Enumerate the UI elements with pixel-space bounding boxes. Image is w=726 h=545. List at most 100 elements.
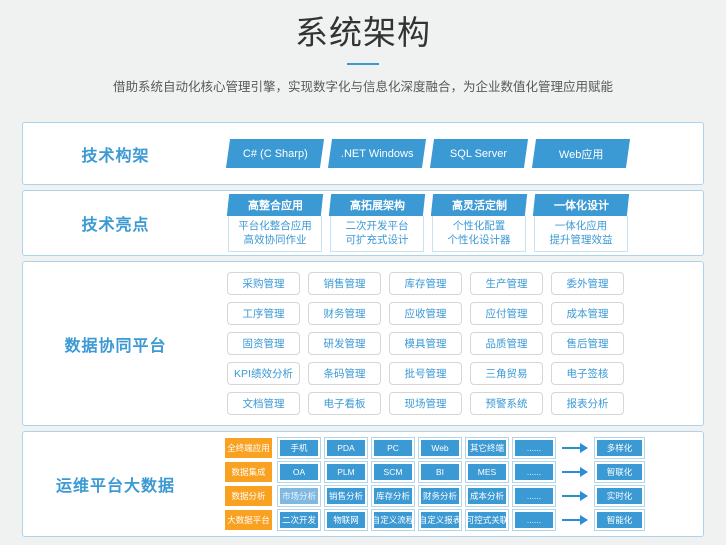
ops-item-button[interactable]: PDA [325, 438, 367, 458]
ops-item-button[interactable]: ...... [513, 486, 555, 506]
ops-item-button[interactable]: OA [278, 462, 320, 482]
highlight-body: 一体化应用 提升管理效益 [534, 216, 628, 252]
ops-row: 数据分析 市场分析 销售分析 库存分析 财务分析 成本分析...... 实时化 [225, 486, 703, 506]
title-underline [347, 63, 379, 65]
ops-item-button[interactable]: PLM [325, 462, 367, 482]
module-button[interactable]: 应付管理 [470, 302, 543, 325]
module-button[interactable]: 模具管理 [389, 332, 462, 355]
ops-item-button[interactable]: 可控式关联 [466, 510, 508, 530]
module-button[interactable]: 售后管理 [551, 332, 624, 355]
ops-item-button[interactable]: ...... [513, 438, 555, 458]
highlight-header-label: 高整合应用 [247, 200, 303, 212]
ops-row: 全终端应用 手机 PDA PC Web 其它终端...... 多样化 [225, 438, 703, 458]
ops-item-button[interactable]: 自定义报表 [419, 510, 461, 530]
highlight-header[interactable]: 高整合应用 [226, 194, 324, 216]
tech-framework-button-label: Web应用 [558, 148, 604, 161]
highlight-header-label: 一体化设计 [553, 200, 609, 212]
highlight-line: 平台化整合应用 [238, 220, 312, 232]
module-button[interactable]: 委外管理 [551, 272, 624, 295]
tech-framework-button-label: .NET Windows [340, 147, 414, 160]
ops-item-button[interactable]: BI [419, 462, 461, 482]
tech-framework-button[interactable]: C# (C Sharp) [225, 139, 325, 168]
highlight-header[interactable]: 一体化设计 [532, 194, 630, 216]
ops-item-button[interactable]: 物联网 [325, 510, 367, 530]
ops-item-button[interactable]: PC [372, 438, 414, 458]
data-platform-content: 采购管理 销售管理 库存管理 生产管理 委外管理工序管理 财务管理 应收管理 应付管理 成本管理… [208, 262, 703, 425]
highlight-header[interactable]: 高拓展架构 [328, 194, 426, 216]
ops-row: 数据集成 OA PLM SCM BI MES...... 智联化 [225, 462, 703, 482]
arrow-right-icon [562, 491, 588, 501]
module-button[interactable]: 电子看板 [308, 392, 381, 415]
ops-item-button[interactable]: MES [466, 462, 508, 482]
module-button[interactable]: 三角贸易 [470, 362, 543, 385]
page-subtitle: 借助系统自动化核心管理引擎，实现数字化与信息化深度融合，为企业数值化管理应用赋能 [112, 80, 613, 94]
ops-row: 大数据平台 二次开发 物联网 自定义流程 自定义报表 可控式关联...... 智能化 [225, 510, 703, 530]
ops-item-button[interactable]: 二次开发 [278, 510, 320, 530]
module-button[interactable]: 电子签核 [551, 362, 624, 385]
ops-item-button[interactable]: 财务分析 [419, 486, 461, 506]
module-button[interactable]: 成本管理 [551, 302, 624, 325]
module-button[interactable]: 工序管理 [227, 302, 300, 325]
ops-category-label: 大数据平台 [225, 510, 272, 530]
module-button[interactable]: 批号管理 [389, 362, 462, 385]
module-button[interactable]: 固资管理 [227, 332, 300, 355]
module-button[interactable]: 品质管理 [470, 332, 543, 355]
module-button[interactable]: 财务管理 [308, 302, 381, 325]
highlight-line: 个性化设计器 [447, 234, 511, 246]
highlight-line: 一体化应用 [554, 220, 608, 232]
arrow-right-icon [562, 443, 588, 453]
ops-result-button: 实时化 [595, 486, 644, 506]
ops-item-button[interactable]: ...... [513, 510, 555, 530]
module-button[interactable]: 预警系统 [470, 392, 543, 415]
tech-framework-button[interactable]: SQL Server [429, 139, 529, 168]
arrow-right-icon [562, 467, 588, 477]
ops-item-button[interactable]: ...... [513, 462, 555, 482]
section-label-tech-framework: 技术构架 [81, 147, 150, 165]
page-title: 系统架构 [295, 14, 431, 51]
ops-result-button: 多样化 [595, 438, 644, 458]
ops-item-button[interactable]: SCM [372, 462, 414, 482]
ops-category-label: 数据集成 [225, 462, 272, 482]
highlight-header[interactable]: 高灵活定制 [430, 194, 528, 216]
highlight-column: 高整合应用平台化整合应用 高效协同作业 [226, 194, 324, 252]
data-platform-grid: 采购管理 销售管理 库存管理 生产管理 委外管理工序管理 财务管理 应收管理 应付管理 成本管理… [227, 272, 703, 415]
highlight-header-label: 高灵活定制 [451, 200, 507, 212]
tech-framework-button[interactable]: .NET Windows [327, 139, 427, 168]
highlight-line: 高效协同作业 [243, 234, 307, 246]
section-ops-bigdata: 运维平台大数据 全终端应用 手机 PDA PC Web 其它终端...... 多样化数据集成… [22, 431, 704, 537]
ops-item-button[interactable]: Web [419, 438, 461, 458]
ops-result-button: 智联化 [595, 462, 644, 482]
ops-item-button[interactable]: 库存分析 [372, 486, 414, 506]
highlight-body: 二次开发平台 可扩充式设计 [330, 216, 424, 252]
module-button[interactable]: 采购管理 [227, 272, 300, 295]
module-button[interactable]: 生产管理 [470, 272, 543, 295]
ops-result-button: 智能化 [595, 510, 644, 530]
ops-item-button[interactable]: 销售分析 [325, 486, 367, 506]
ops-item-button[interactable]: 其它终端 [466, 438, 508, 458]
module-button[interactable]: 条码管理 [308, 362, 381, 385]
highlight-line: 个性化配置 [452, 220, 506, 232]
section-tech-highlights: 技术亮点 高整合应用 平台化整合应用 高效协同作业 高拓展架构 二次开发平台 可扩充式设计… [22, 190, 704, 256]
ops-item-button[interactable]: 自定义流程 [372, 510, 414, 530]
tech-framework-buttons: C# (C Sharp) .NET Windows SQL Server Web应用 [208, 123, 703, 184]
tech-framework-button[interactable]: Web应用 [531, 139, 631, 168]
ops-item-button[interactable]: 成本分析 [466, 486, 508, 506]
ops-category-label: 全终端应用 [225, 438, 272, 458]
highlight-column: 高灵活定制个性化配置个性化设计器 [430, 194, 528, 252]
module-button[interactable]: 现场管理 [389, 392, 462, 415]
tech-framework-button-label: C# (C Sharp) [242, 147, 308, 160]
tech-highlights-columns: 高整合应用 平台化整合应用 高效协同作业 高拓展架构 二次开发平台 可扩充式设计 高灵活定制… [208, 191, 703, 255]
module-button[interactable]: 研发管理 [308, 332, 381, 355]
module-button[interactable]: 应收管理 [389, 302, 462, 325]
module-button[interactable]: 库存管理 [389, 272, 462, 295]
section-label-ops-bigdata: 运维平台大数据 [55, 478, 175, 495]
section-data-platform: 数据协同平台 采购管理 销售管理 库存管理 生产管理 委外管理 工序管理 财务管理 应收管理应… [22, 261, 704, 426]
highlight-header-label: 高拓展架构 [349, 200, 405, 212]
module-button[interactable]: 文档管理 [227, 392, 300, 415]
module-button[interactable]: KPI绩效分析 [227, 362, 300, 385]
module-button[interactable]: 报表分析 [551, 392, 624, 415]
ops-item-button[interactable]: 手机 [278, 438, 320, 458]
ops-item-button[interactable]: 市场分析 [278, 486, 320, 506]
module-button[interactable]: 销售管理 [308, 272, 381, 295]
